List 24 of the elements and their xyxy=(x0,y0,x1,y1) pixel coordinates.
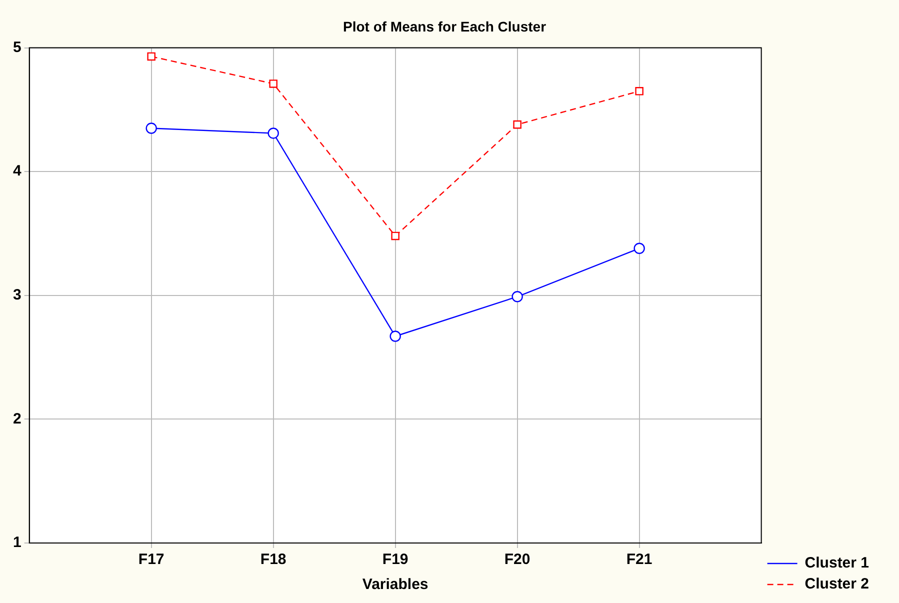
y-tick-label: 4 xyxy=(13,162,22,180)
y-tick-label: 5 xyxy=(13,38,22,56)
y-tick-label: 1 xyxy=(13,534,22,552)
point xyxy=(391,232,400,240)
x-tick-label: F18 xyxy=(260,551,286,568)
point xyxy=(513,120,522,129)
point xyxy=(146,122,157,134)
point xyxy=(268,128,279,139)
point xyxy=(147,52,156,61)
y-tick-label: 2 xyxy=(13,410,22,428)
x-tick-label: F19 xyxy=(382,551,408,568)
x-tick-label: F21 xyxy=(626,551,652,568)
x-tick-label: F17 xyxy=(138,551,164,568)
chart-title: Plot of Means for Each Cluster xyxy=(342,18,547,34)
point xyxy=(512,291,523,302)
legend-label: Cluster 2 xyxy=(804,576,870,593)
x-tick-label: F20 xyxy=(504,551,530,568)
point xyxy=(635,86,644,96)
y-tick-label: 3 xyxy=(13,286,22,304)
x-axis-title: Variables xyxy=(362,576,428,594)
point xyxy=(634,242,645,254)
legend-label: Cluster 1 xyxy=(804,554,870,572)
point xyxy=(269,80,278,88)
point xyxy=(390,330,401,342)
